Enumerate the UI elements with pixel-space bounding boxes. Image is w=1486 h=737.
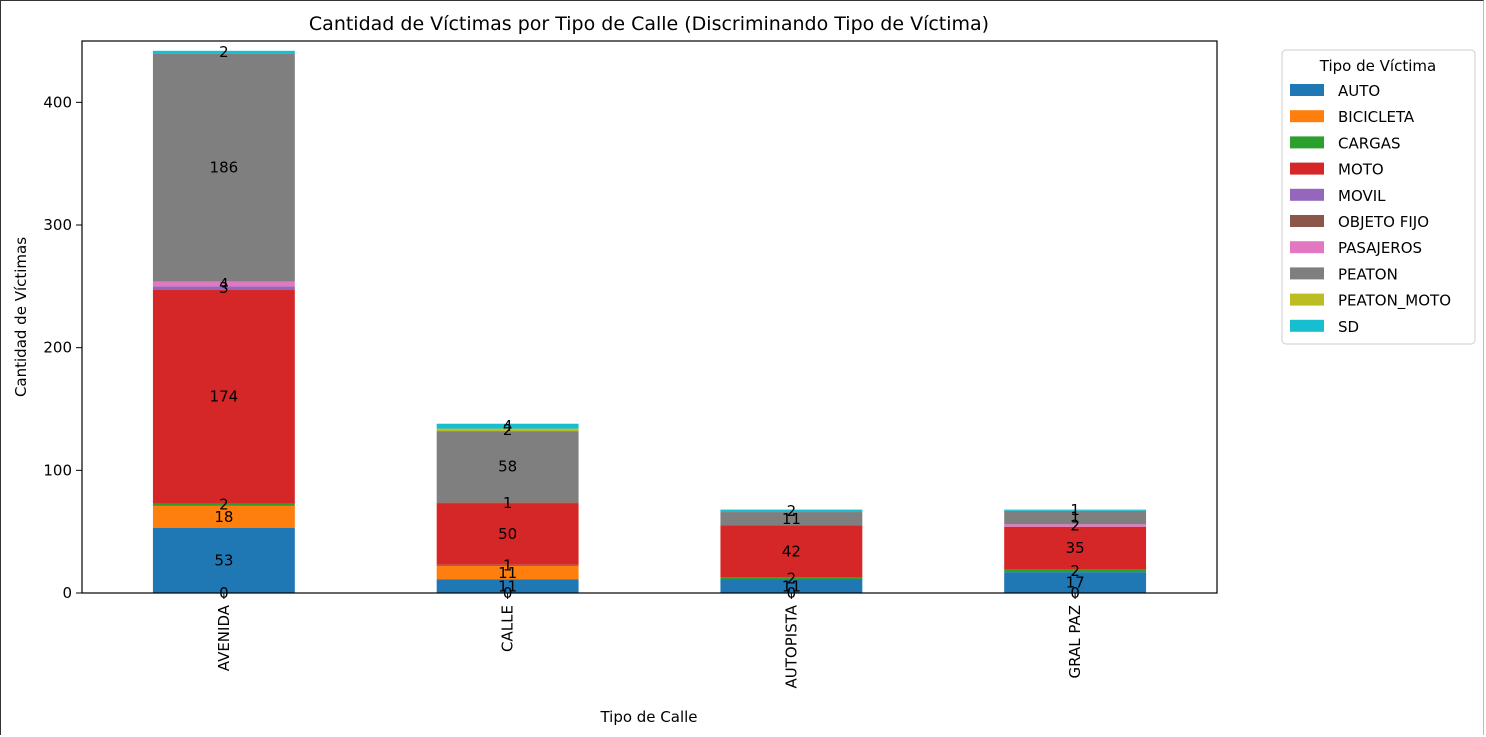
legend-label: CARGAS bbox=[1338, 134, 1401, 152]
x-axis-label: Tipo de Calle bbox=[599, 708, 697, 726]
bar-label: 11 bbox=[782, 510, 801, 528]
bar-label: 18 bbox=[214, 508, 233, 526]
bar-label: 2 bbox=[219, 496, 229, 514]
legend-swatch bbox=[1290, 215, 1324, 227]
legend-swatch bbox=[1290, 188, 1324, 201]
bar-segment-gral-paz-peaton bbox=[1004, 510, 1147, 525]
bar-segment-calle-sd bbox=[436, 423, 579, 429]
legend-items: AUTO BICICLETA CARGAS MOTO MOVIL OBJETO FIJO P… bbox=[1290, 82, 1451, 336]
legend-label: AUTO bbox=[1338, 82, 1380, 100]
legend-label: OBJETO FIJO bbox=[1338, 213, 1429, 231]
legend-swatch bbox=[1290, 267, 1324, 280]
bar-label: 4 bbox=[503, 417, 513, 435]
x-axis: AVENIDA CALLE AUTOPISTA GRAL PAZ bbox=[215, 593, 1084, 688]
y-tick-label: 300 bbox=[43, 216, 72, 234]
bar-segment-calle-cargas bbox=[436, 564, 579, 567]
legend-label: PASAJEROS bbox=[1338, 239, 1422, 257]
bar-label: 2 bbox=[503, 421, 513, 439]
bar-label: 1 bbox=[1070, 501, 1080, 519]
bar-label: 17 bbox=[1066, 574, 1085, 592]
bar-segment-avenida-cargas bbox=[152, 503, 295, 506]
bar-label: 1 bbox=[503, 556, 513, 574]
bar-segment-calle-peaton-moto bbox=[436, 428, 579, 432]
legend-label: PEATON bbox=[1338, 265, 1398, 283]
bar-segment-avenida-moto bbox=[152, 290, 295, 504]
bar-label: 50 bbox=[498, 525, 517, 543]
legend: Tipo de Víctima AUTO BICICLETA CARGAS MOTO M… bbox=[1281, 49, 1476, 345]
bar-label: 174 bbox=[210, 388, 239, 406]
legend-swatch bbox=[1290, 293, 1324, 306]
bar-segment-autopista-sd bbox=[720, 509, 863, 513]
bar-segment-calle-peaton bbox=[436, 431, 579, 503]
x-tick-label: CALLE bbox=[499, 605, 517, 652]
bar-segment-autopista-moto bbox=[720, 525, 863, 578]
bar-label: 3 bbox=[219, 279, 229, 297]
bar-label: 4 bbox=[219, 275, 229, 293]
bar-segment-autopista-cargas bbox=[720, 577, 863, 580]
bar-label: 58 bbox=[498, 458, 517, 476]
y-tick-label: 100 bbox=[43, 461, 72, 479]
legend-swatch bbox=[1290, 136, 1324, 149]
chart-title: Cantidad de Víctimas por Tipo de Calle (… bbox=[309, 13, 989, 35]
bar-label: 11 bbox=[782, 577, 801, 595]
bar-segment-avenida-sd bbox=[152, 50, 295, 54]
y-axis: 0 100 200 300 400 bbox=[43, 93, 82, 602]
bar-label: 2 bbox=[787, 502, 797, 520]
bar-segment-autopista-auto bbox=[720, 579, 863, 593]
bar-segment-calle-objeto-fijo bbox=[436, 502, 579, 504]
bar-label: 42 bbox=[782, 542, 801, 560]
bar-segment-gral-paz-sd bbox=[1004, 509, 1147, 511]
bar-label: 11 bbox=[498, 577, 517, 595]
bar-segment-avenida-bicicleta bbox=[152, 505, 295, 528]
legend-swatch bbox=[1290, 319, 1324, 332]
bar-segment-gral-paz-moto bbox=[1004, 526, 1147, 570]
legend-label: PEATON_MOTO bbox=[1338, 292, 1451, 311]
bar-segment-autopista-peaton bbox=[720, 512, 863, 526]
bar-label: 11 bbox=[498, 564, 517, 582]
bar-segment-calle-auto bbox=[436, 579, 579, 593]
bar-label: 2 bbox=[787, 569, 797, 587]
bar-label: 35 bbox=[1066, 539, 1085, 557]
bar-label: 2 bbox=[219, 43, 229, 61]
legend-swatch bbox=[1290, 162, 1324, 175]
bars-layer bbox=[152, 50, 1147, 593]
bar-label: 53 bbox=[214, 551, 233, 569]
bar-segment-calle-bicicleta bbox=[436, 566, 579, 580]
bar-segment-avenida-auto bbox=[152, 527, 295, 593]
bar-segment-gral-paz-auto bbox=[1004, 572, 1147, 593]
legend-title: Tipo de Víctima bbox=[1319, 57, 1436, 75]
bar-label: 2 bbox=[1070, 562, 1080, 580]
x-tick-label: GRAL PAZ bbox=[1066, 605, 1084, 678]
legend-label: MOTO bbox=[1338, 161, 1384, 179]
y-tick-label: 400 bbox=[43, 93, 72, 111]
legend-label: SD bbox=[1338, 318, 1359, 336]
bar-label: 1 bbox=[1070, 509, 1080, 527]
bar-segment-gral-paz-pasajeros bbox=[1004, 524, 1147, 527]
bar-labels-layer: 0531821743418620111115015824011242112017… bbox=[210, 43, 1085, 602]
bar-segment-avenida-pasajeros bbox=[152, 281, 295, 287]
bar-segment-gral-paz-cargas bbox=[1004, 569, 1147, 573]
legend-box bbox=[1281, 49, 1476, 345]
plot-area bbox=[81, 40, 1218, 594]
legend-swatch bbox=[1290, 110, 1324, 123]
x-tick-label: AVENIDA bbox=[215, 604, 233, 671]
bar-label: 2 bbox=[1070, 517, 1080, 535]
legend-label: MOVIL bbox=[1338, 187, 1386, 205]
legend-swatch bbox=[1290, 84, 1324, 96]
bar-label: 1 bbox=[503, 494, 513, 512]
y-tick-label: 200 bbox=[43, 339, 72, 357]
bar-segment-avenida-peaton bbox=[152, 53, 295, 282]
y-axis-label: Cantidad de Víctimas bbox=[12, 237, 30, 397]
bar-segment-avenida-movil bbox=[152, 286, 295, 291]
bar-segment-calle-moto bbox=[436, 503, 579, 565]
legend-label: BICICLETA bbox=[1338, 108, 1415, 126]
legend-swatch bbox=[1290, 241, 1324, 254]
x-tick-label: AUTOPISTA bbox=[782, 604, 800, 688]
bar-label: 186 bbox=[210, 158, 239, 176]
y-tick-label: 0 bbox=[62, 584, 72, 602]
